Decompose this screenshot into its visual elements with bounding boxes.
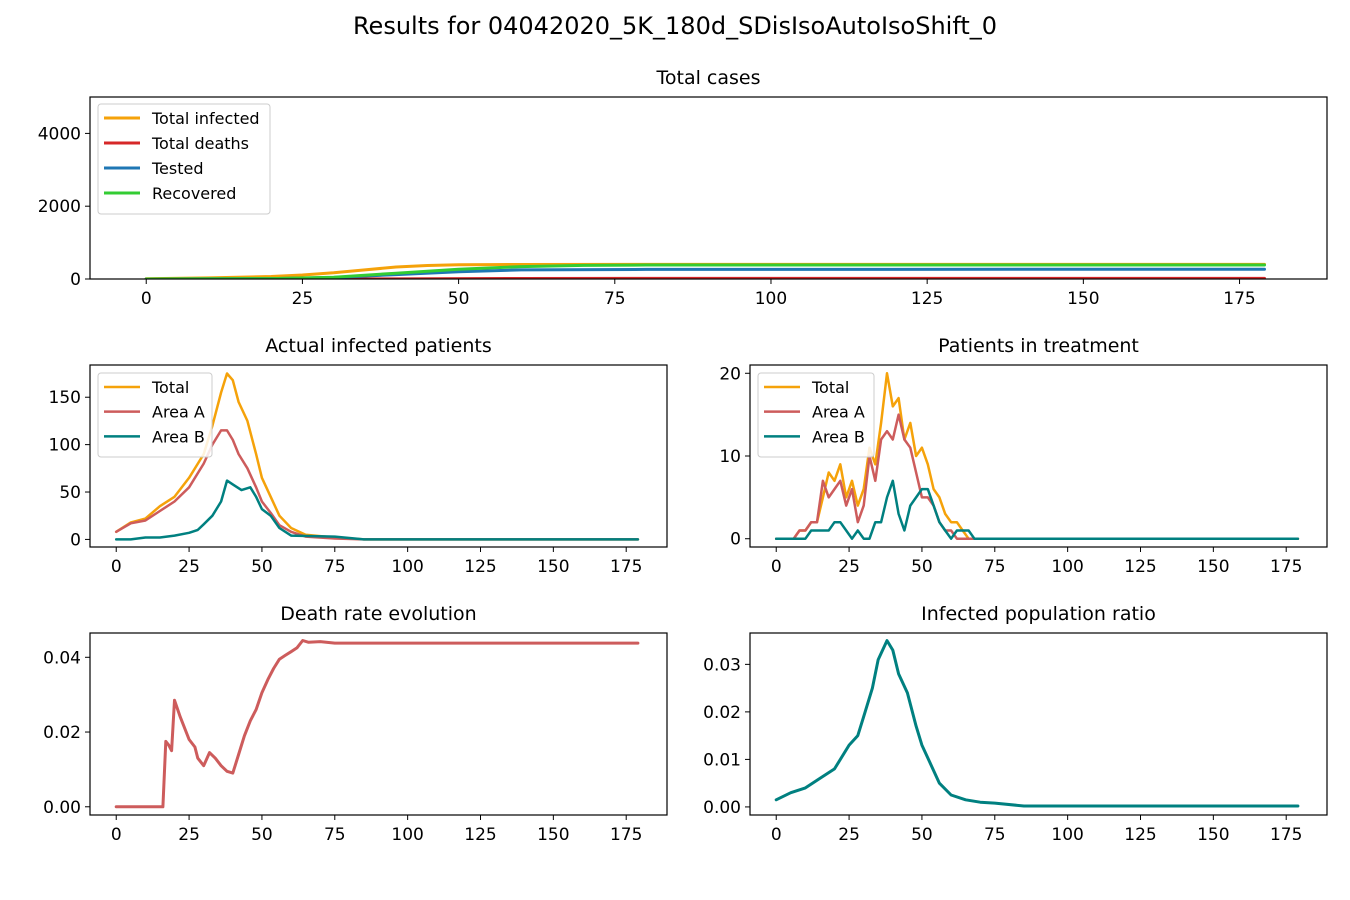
y-tick-label: 0.01 — [703, 750, 741, 770]
y-tick-label: 0.00 — [703, 798, 741, 818]
series-line-recovered — [144, 263, 1266, 279]
y-tick-label: 4000 — [38, 124, 81, 144]
legend-label: Area A — [152, 403, 205, 422]
x-tick-label: 150 — [537, 825, 569, 845]
legend-label: Total infected — [151, 109, 260, 128]
x-tick-label: 25 — [838, 557, 860, 577]
x-tick-label: 100 — [1051, 825, 1083, 845]
y-tick-label: 150 — [49, 388, 81, 408]
x-tick-label: 50 — [911, 557, 933, 577]
x-tick-label: 25 — [178, 825, 200, 845]
y-tick-label: 0.04 — [43, 648, 81, 668]
x-tick-label: 75 — [984, 825, 1006, 845]
x-tick-label: 175 — [1223, 289, 1255, 309]
legend-label: Total — [151, 378, 189, 397]
x-tick-label: 175 — [610, 557, 642, 577]
legend-label: Recovered — [152, 184, 236, 203]
x-tick-label: 25 — [292, 289, 314, 309]
y-tick-label: 50 — [59, 483, 81, 503]
legend: Total Area A Area B — [757, 372, 875, 458]
plot-infected-ratio: Infected population ratio 0 25 50 75 100 125 15… — [703, 603, 1328, 845]
x-tick-label: 175 — [610, 825, 642, 845]
x-tick-label: 125 — [1124, 557, 1156, 577]
y-tick-label: 20 — [719, 364, 741, 384]
x-tick-label: 175 — [1270, 825, 1302, 845]
x-tick-label: 50 — [911, 825, 933, 845]
x-tick-label: 125 — [464, 825, 496, 845]
x-tick-label: 175 — [1270, 557, 1302, 577]
series-line-total — [114, 372, 640, 541]
y-tick-label: 100 — [49, 436, 81, 456]
x-tick-label: 100 — [391, 557, 423, 577]
x-tick-label: 75 — [324, 825, 346, 845]
x-tick-label: 0 — [111, 825, 122, 845]
y-tick-label: 2000 — [38, 197, 81, 217]
plot-death-rate: Death rate evolution 0 25 50 75 100 125 150 175 0… — [43, 603, 668, 845]
x-tick-label: 100 — [391, 825, 423, 845]
y-tick-label: 0.03 — [703, 655, 741, 675]
x-tick-label: 150 — [1197, 825, 1229, 845]
series-line-area-b — [774, 479, 1300, 540]
axes-frame — [749, 632, 1328, 816]
x-tick-label: 75 — [604, 289, 626, 309]
x-tick-label: 150 — [1067, 289, 1099, 309]
x-tick-label: 0 — [141, 289, 152, 309]
x-tick-label: 75 — [324, 557, 346, 577]
axes-frame — [89, 632, 668, 816]
y-tick-label: 0.02 — [703, 703, 741, 723]
plot-title: Actual infected patients — [265, 335, 491, 357]
legend: Total Area A Area B — [97, 372, 213, 458]
x-tick-label: 150 — [1197, 557, 1229, 577]
legend-label: Total — [811, 378, 849, 397]
x-tick-label: 125 — [911, 289, 943, 309]
x-tick-label: 125 — [1124, 825, 1156, 845]
plot-title: Infected population ratio — [921, 603, 1156, 625]
y-tick-label: 0.00 — [43, 798, 81, 818]
legend-label: Total deaths — [151, 134, 249, 153]
axes-frame — [89, 96, 1328, 280]
legend-box — [97, 103, 271, 215]
series-line-total — [774, 372, 1300, 540]
axes-frame — [749, 364, 1328, 548]
x-tick-label: 125 — [464, 557, 496, 577]
x-tick-label: 50 — [448, 289, 470, 309]
series-line-area-b — [114, 479, 640, 541]
x-tick-label: 50 — [251, 557, 273, 577]
x-tick-label: 0 — [771, 557, 782, 577]
y-tick-label: 10 — [719, 447, 741, 467]
x-tick-label: 0 — [111, 557, 122, 577]
plot-title: Total cases — [656, 67, 761, 89]
figure-title: Results for 04042020_5K_180d_SDisIsoAuto… — [352, 12, 998, 40]
legend-label: Area A — [812, 403, 865, 422]
plot-title: Patients in treatment — [938, 335, 1139, 357]
series-line-0 — [774, 639, 1300, 808]
x-tick-label: 25 — [838, 825, 860, 845]
series-line-area-a — [114, 429, 640, 541]
x-tick-label: 75 — [984, 557, 1006, 577]
x-tick-label: 50 — [251, 825, 273, 845]
plot-actual-infected: Actual infected patients 0 25 50 75 100 125 150… — [49, 335, 668, 577]
legend: Total infected Total deaths Tested Recovere… — [97, 103, 271, 215]
x-tick-label: 0 — [771, 825, 782, 845]
series-line-0 — [114, 639, 640, 809]
y-tick-label: 0 — [730, 530, 741, 550]
x-tick-label: 100 — [755, 289, 787, 309]
axes-frame — [89, 364, 668, 548]
y-tick-label: 0.02 — [43, 723, 81, 743]
legend-label: Area B — [152, 427, 205, 446]
legend-label: Tested — [151, 159, 204, 178]
plot-total-cases: Total cases 0 25 50 75 100 125 150 175 0 2000 4000 T… — [38, 67, 1328, 309]
plot-title: Death rate evolution — [280, 603, 476, 625]
y-tick-label: 0 — [70, 530, 81, 550]
x-tick-label: 150 — [537, 557, 569, 577]
x-tick-label: 100 — [1051, 557, 1083, 577]
x-tick-label: 25 — [178, 557, 200, 577]
legend-label: Area B — [812, 427, 865, 446]
y-tick-label: 0 — [70, 270, 81, 290]
